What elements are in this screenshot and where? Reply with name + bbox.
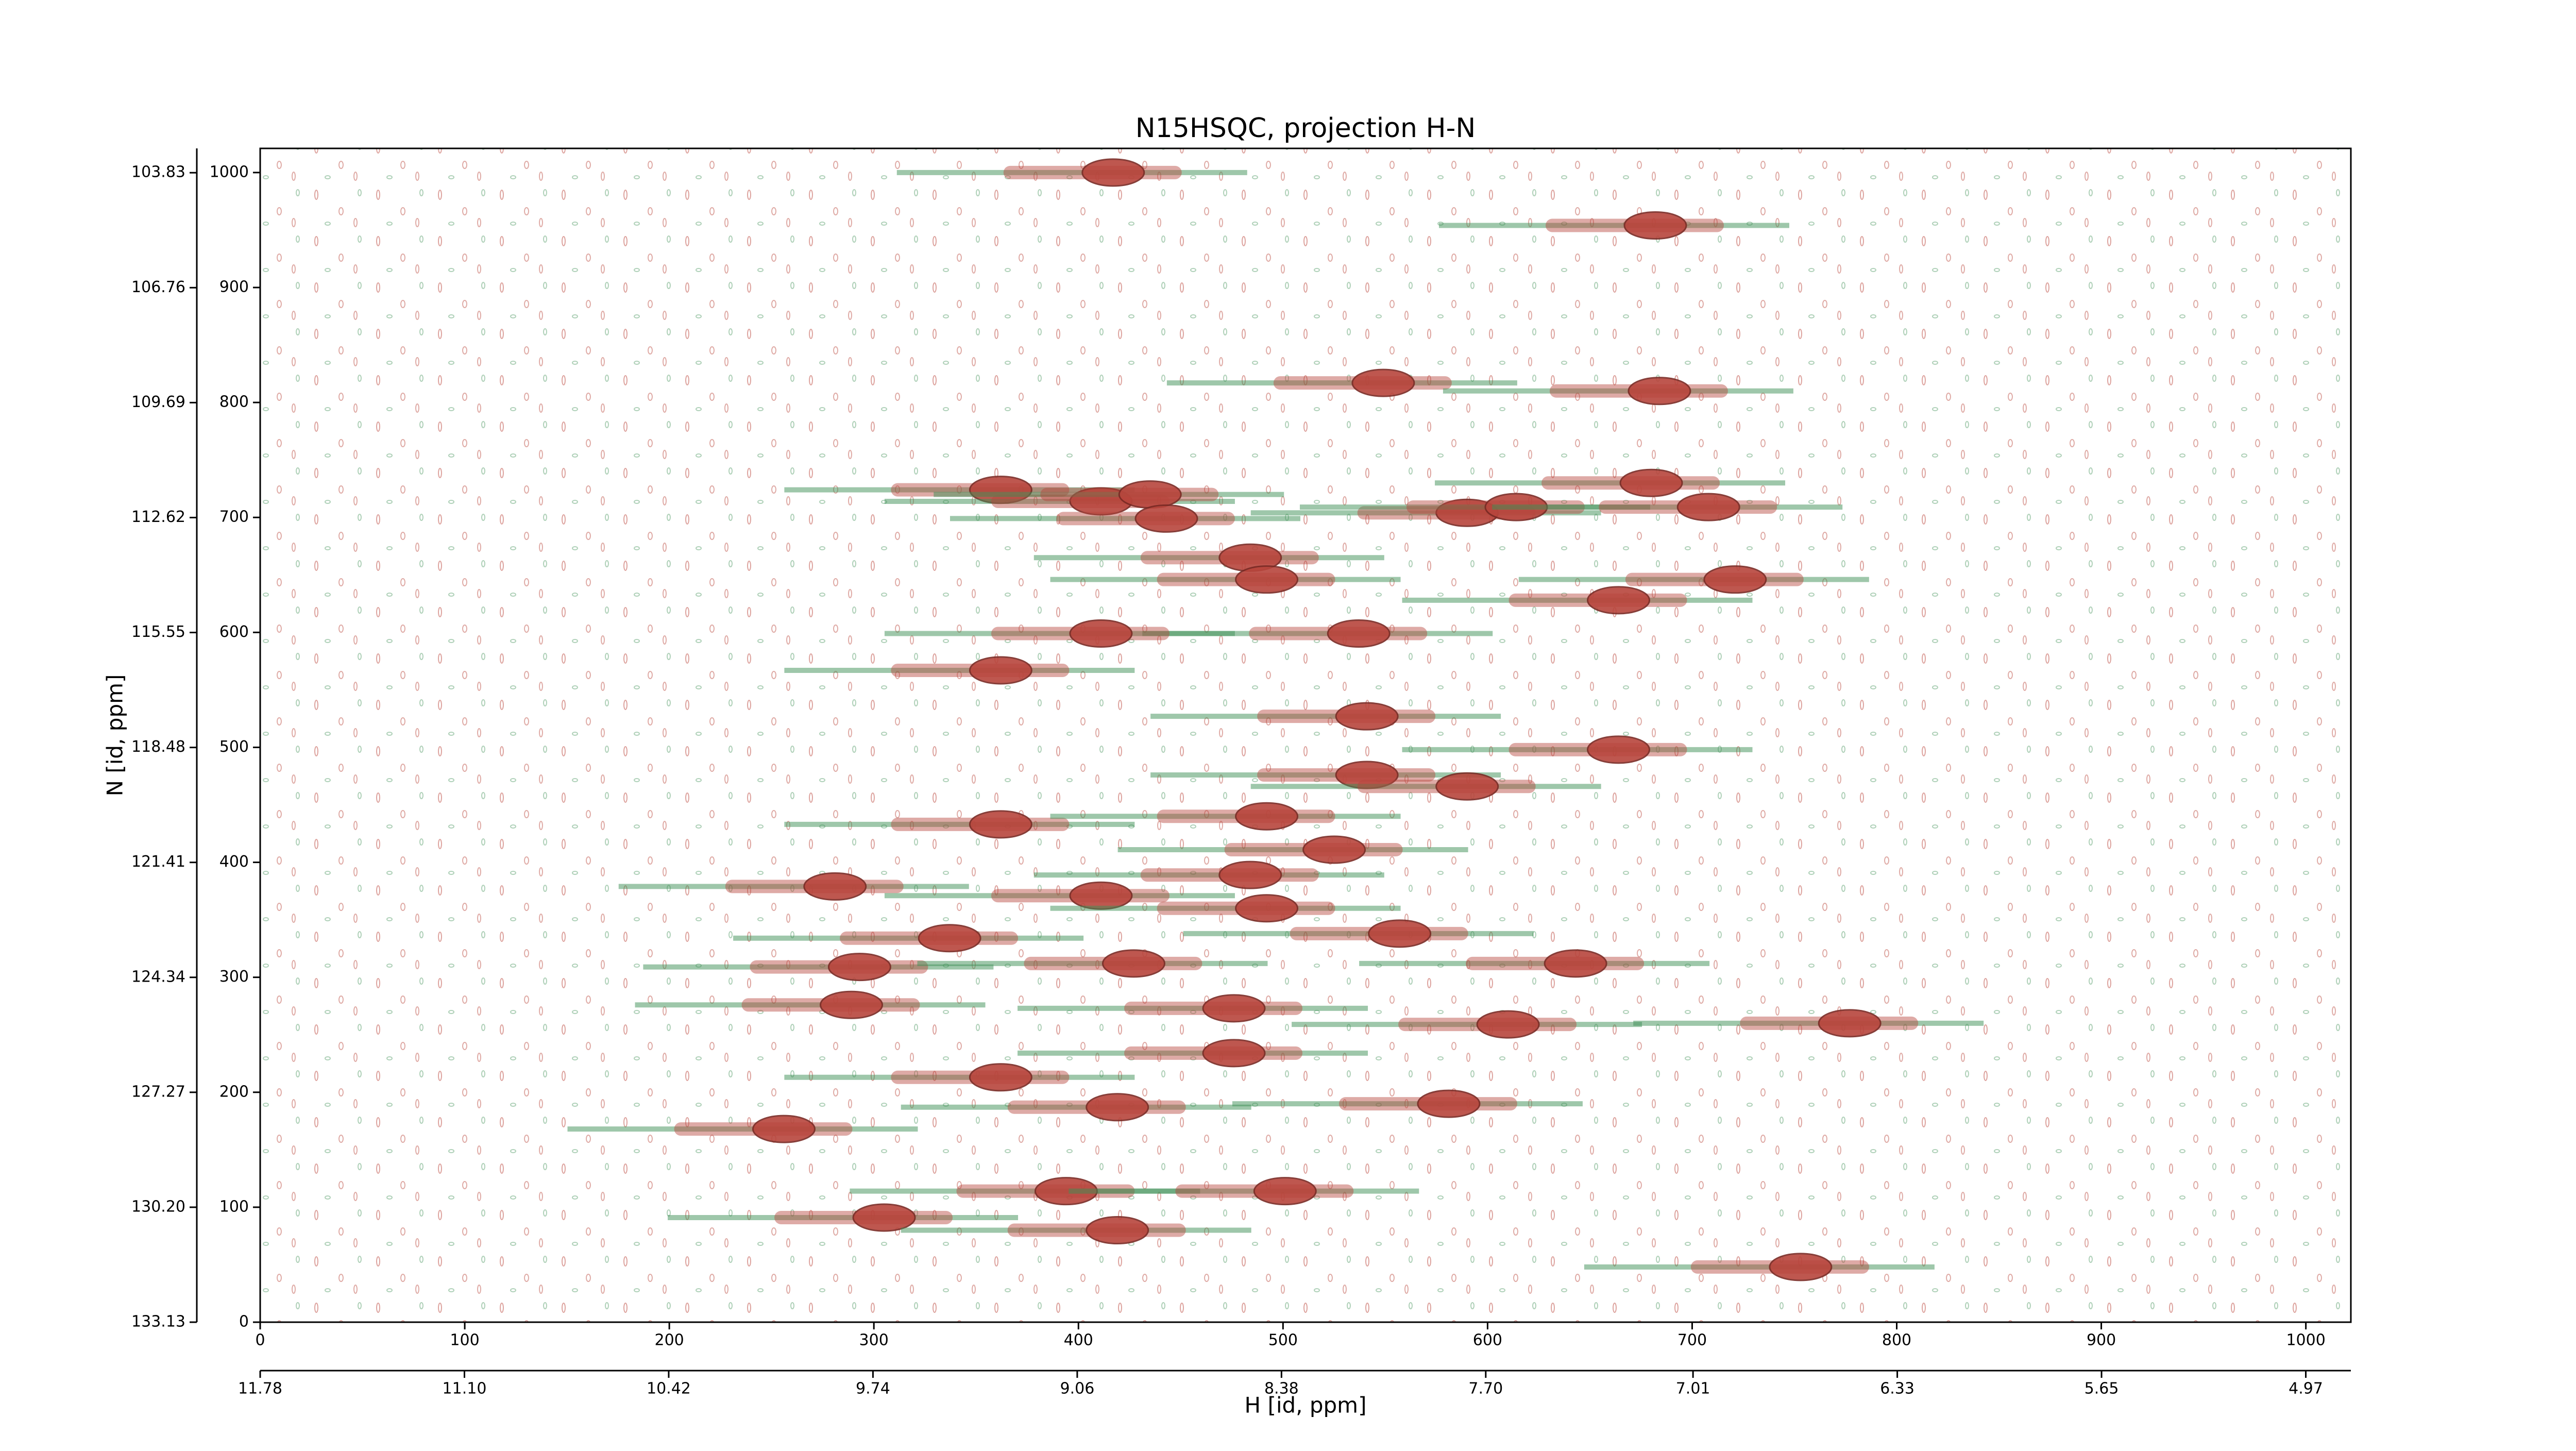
plot-frame: [259, 147, 2352, 1323]
y2-tick-label: 118.48: [131, 738, 185, 756]
x2-tick-label: 9.06: [1060, 1380, 1094, 1398]
x-tick-label: 900: [2087, 1331, 2116, 1349]
chart-title: N15HSQC, projection H-N: [1136, 113, 1476, 144]
y2-tick-label: 133.13: [131, 1313, 185, 1331]
y-tick-label: 100: [219, 1197, 249, 1216]
noise-background: [260, 148, 2351, 1322]
peak: [1327, 619, 1391, 648]
x2-tick-label: 7.70: [1468, 1380, 1503, 1398]
peak: [1544, 949, 1607, 978]
y2-tick-label: 127.27: [131, 1083, 185, 1101]
peak: [1253, 1177, 1317, 1206]
x-tick-label: 400: [1064, 1331, 1093, 1349]
x2-tick-label: 11.78: [238, 1380, 282, 1398]
x2-tick-label: 10.42: [647, 1380, 691, 1398]
peak: [1202, 1039, 1266, 1068]
x-tick-label: 1000: [2286, 1331, 2325, 1349]
peak: [1476, 1010, 1540, 1039]
peak: [752, 1115, 816, 1143]
peak: [1069, 881, 1133, 910]
peak: [820, 990, 884, 1019]
y-tick-label: 600: [219, 623, 249, 641]
x-axis-label: H [id, ppm]: [1245, 1393, 1367, 1418]
peak: [1235, 802, 1299, 831]
y-axis-label: N [id, ppm]: [103, 674, 128, 797]
peak: [1101, 949, 1165, 978]
peak: [1081, 158, 1145, 187]
peak: [1134, 504, 1198, 533]
peak: [1619, 468, 1683, 497]
x2-tick-label: 7.01: [1676, 1380, 1710, 1398]
peak: [1769, 1253, 1833, 1281]
peak: [1587, 735, 1651, 764]
y-tick-label: 1000: [210, 163, 249, 181]
x-tick-label: 600: [1473, 1331, 1502, 1349]
y2-tick-label: 124.34: [131, 968, 185, 986]
peak: [827, 953, 891, 982]
peak: [852, 1203, 916, 1232]
y2-tick-label: 106.76: [131, 278, 185, 296]
y2-tick-label: 103.83: [131, 163, 185, 181]
y-tick-label: 200: [219, 1083, 249, 1101]
peak: [1676, 493, 1740, 521]
x2-tick-label: 8.38: [1264, 1380, 1299, 1398]
y-tick-label: 400: [219, 853, 249, 871]
y2-tick-label: 130.20: [131, 1197, 185, 1216]
peak: [1703, 565, 1767, 594]
y-tick-label: 800: [219, 393, 249, 411]
peak: [1302, 835, 1366, 864]
x2-tick-label: 5.65: [2084, 1380, 2119, 1398]
peak: [1086, 1216, 1149, 1245]
y2-tick-label: 115.55: [131, 623, 185, 641]
y2-tick-label: 121.41: [131, 853, 185, 871]
peak: [1086, 1093, 1149, 1122]
x2-tick-label: 11.10: [443, 1380, 487, 1398]
x-tick-label: 500: [1268, 1331, 1298, 1349]
peak: [1335, 702, 1399, 731]
peak: [1202, 994, 1266, 1023]
peak: [1235, 565, 1299, 594]
peak: [969, 656, 1032, 685]
x-tick-label: 200: [654, 1331, 684, 1349]
y-tick-label: 300: [219, 968, 249, 986]
peak: [1818, 1009, 1882, 1038]
peak: [1628, 377, 1691, 406]
peak: [1623, 211, 1687, 240]
peak: [1435, 772, 1499, 801]
peak: [1235, 894, 1299, 923]
x-tick-label: 100: [450, 1331, 479, 1349]
peak: [1587, 586, 1651, 615]
y2-tick-label: 112.62: [131, 508, 185, 526]
x-tick-label: 0: [255, 1331, 265, 1349]
peak: [969, 810, 1032, 839]
y2-tick-label: 109.69: [131, 393, 185, 411]
x2-tick-label: 6.33: [1880, 1380, 1914, 1398]
peak: [1351, 368, 1415, 397]
peak: [1069, 619, 1133, 648]
y-tick-label: 0: [239, 1313, 249, 1331]
x-tick-label: 800: [1882, 1331, 1911, 1349]
x2-tick-label: 4.97: [2289, 1380, 2323, 1398]
peak: [1218, 861, 1282, 889]
x2-tick-label: 9.74: [856, 1380, 890, 1398]
peak: [1417, 1089, 1481, 1118]
peak: [803, 872, 867, 901]
peak: [1118, 480, 1182, 509]
y-tick-label: 700: [219, 508, 249, 526]
peak: [918, 924, 981, 953]
x-tick-label: 300: [859, 1331, 889, 1349]
y-tick-label: 900: [219, 278, 249, 296]
peak: [969, 1063, 1032, 1092]
x-tick-label: 700: [1677, 1331, 1707, 1349]
y-tick-label: 500: [219, 738, 249, 756]
peak: [1368, 919, 1432, 948]
